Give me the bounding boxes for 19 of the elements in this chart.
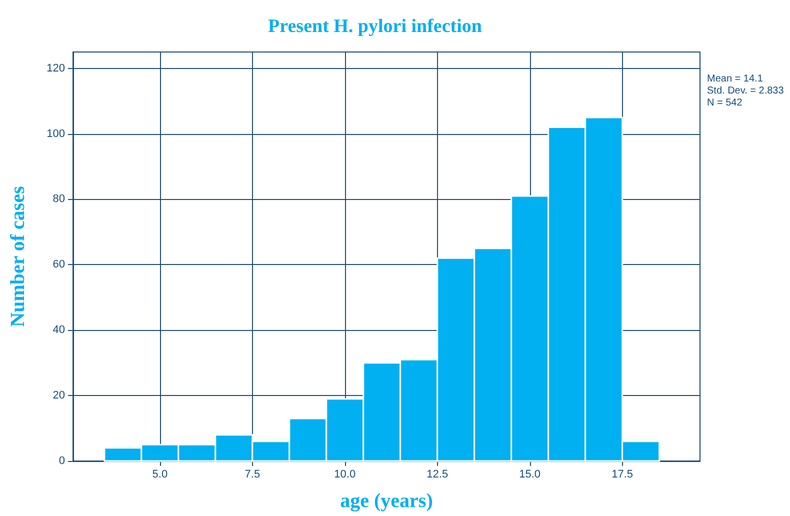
- x-tick-label: 12.5: [426, 468, 448, 480]
- y-tick-label: 60: [52, 258, 65, 271]
- y-tick-label: 80: [52, 193, 65, 206]
- x-tick-label: 17.5: [612, 468, 634, 480]
- text: Mean = 14.1: [707, 74, 764, 84]
- text: N = 542: [707, 98, 743, 108]
- x-tick-label: 10.0: [334, 468, 356, 480]
- text: Std. Dev. = 2.833: [707, 86, 784, 96]
- y-tick-label: 120: [46, 62, 65, 74]
- x-tick-label: 15.0: [519, 468, 541, 480]
- y-tick-label: 0: [58, 455, 65, 467]
- x-axis-title: age (years): [340, 490, 433, 512]
- y-tick-label: 100: [46, 128, 65, 140]
- chart-title: Present H. pylori infection: [268, 16, 482, 37]
- y-tick-label: 20: [52, 390, 65, 402]
- x-tick-label: 7.5: [244, 468, 260, 480]
- y-axis-title: Number of cases: [7, 186, 29, 327]
- y-tick-label: 40: [52, 324, 65, 336]
- x-tick-label: 5.0: [152, 468, 168, 480]
